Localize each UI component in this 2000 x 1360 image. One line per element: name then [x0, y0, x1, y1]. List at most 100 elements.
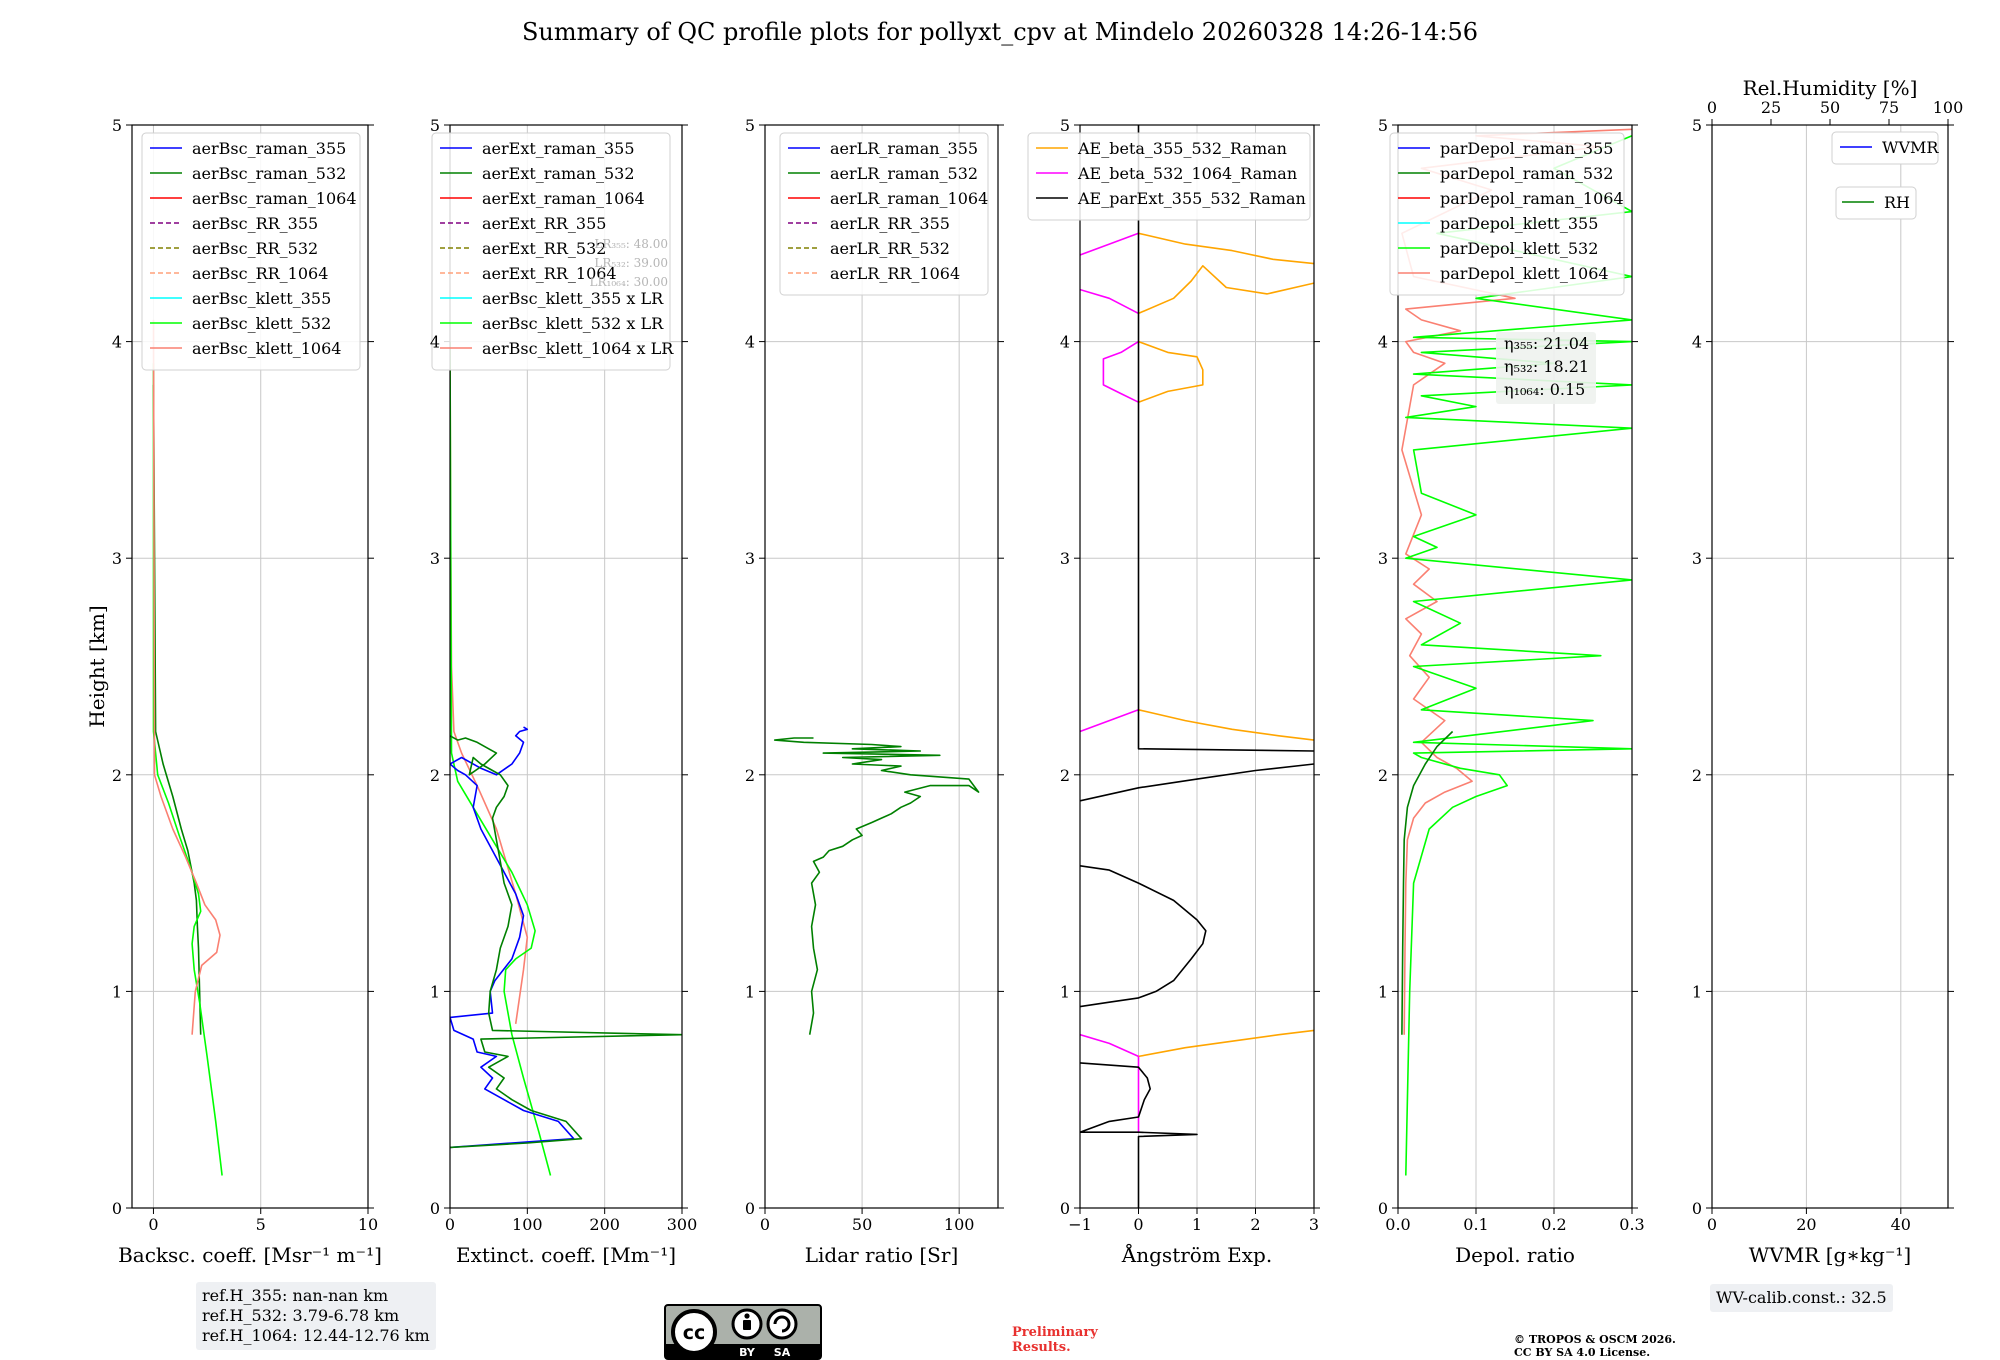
series-group	[450, 341, 682, 1176]
legend-box	[1389, 132, 1625, 296]
series-line	[1138, 340, 1204, 403]
figure-title: Summary of QC profile plots for pollyxt_…	[521, 18, 1479, 46]
series-line	[450, 341, 552, 1176]
x-tick-label: 3	[1309, 1215, 1319, 1234]
top-axis-label: Rel.Humidity [%]	[1743, 76, 1918, 100]
y-tick-label: 3	[112, 549, 122, 568]
x-axis-label: WVMR [g∗kg⁻¹]	[1749, 1243, 1911, 1267]
preliminary-line-2: Results.	[1012, 1340, 1071, 1355]
legend-entry: aerLR_RR_532	[830, 239, 950, 258]
y-tick-label: 3	[745, 549, 755, 568]
legend-entry: AE_parExt_355_532_Raman	[1077, 189, 1306, 208]
legend-box	[779, 132, 989, 296]
series-group	[152, 319, 223, 1176]
axes-frame	[764, 124, 999, 1209]
legend-entry: aerBsc_raman_532	[192, 164, 346, 183]
y-tick-label: 1	[1060, 982, 1070, 1001]
legend-entry: WVMR	[1882, 138, 1939, 157]
y-tick-label: 1	[745, 982, 755, 1001]
legend-entry: aerBsc_RR_1064	[192, 264, 328, 283]
axes-frame	[1397, 124, 1633, 1209]
x-tick-label: 200	[589, 1215, 620, 1234]
panel-backscatter	[126, 124, 374, 1214]
legend-entry: aerLR_RR_355	[830, 214, 950, 233]
panel-water_vapor	[1706, 119, 1954, 1214]
y-tick-label: 5	[1378, 116, 1388, 135]
share-alike-arrow	[773, 1315, 791, 1333]
legend-entry: aerExt_RR_1064	[482, 264, 617, 283]
top-x-tick-label: 100	[1933, 98, 1964, 117]
legend-entry: aerBsc_klett_532 x LR	[482, 314, 664, 333]
axes-frame	[449, 124, 683, 1209]
x-tick-label: 0.2	[1541, 1215, 1566, 1234]
series-line	[1080, 709, 1139, 733]
series-line	[1401, 730, 1454, 1035]
series-line	[152, 319, 221, 1035]
wv-calibration-box: WV-calib.const.: 32.5	[1710, 1284, 1893, 1312]
panel-depolarization	[1389, 124, 1638, 1214]
series-line	[450, 341, 529, 1025]
y-tick-label: 4	[1378, 333, 1388, 352]
ref-height-355: ref.H_355: nan-nan km	[202, 1286, 389, 1305]
y-tick-label: 1	[1692, 982, 1702, 1001]
wv-calibration-constant: WV-calib.const.: 32.5	[1716, 1288, 1887, 1307]
y-tick-label: 0	[1692, 1199, 1702, 1218]
x-tick-label: 100	[512, 1215, 543, 1234]
series-line	[1102, 340, 1139, 403]
axes-frame	[1711, 124, 1949, 1209]
y-tick-label: 5	[430, 116, 440, 135]
x-tick-label: 300	[667, 1215, 698, 1234]
legend-entry: parDepol_klett_532	[1440, 239, 1598, 258]
eta-annotation-box	[1496, 332, 1596, 404]
legend-entry: aerLR_raman_532	[830, 164, 978, 183]
legend-entry: aerBsc_klett_532	[192, 314, 331, 333]
lidar-ratio-annotation: LR₅₃₂: 39.00	[594, 256, 668, 270]
top-x-tick-label: 25	[1761, 98, 1781, 117]
attribution-head	[744, 1313, 750, 1319]
series-group	[1080, 125, 1314, 1208]
series-line	[1138, 264, 1314, 315]
ref-height-1064: ref.H_1064: 12.44-12.76 km	[202, 1326, 430, 1345]
y-tick-label: 2	[745, 766, 755, 785]
legend-entry: AE_beta_532_1064_Raman	[1077, 164, 1297, 183]
series-line	[1080, 865, 1207, 1008]
y-tick-label: 4	[430, 333, 440, 352]
y-tick-label: 3	[1060, 549, 1070, 568]
series-line	[450, 735, 682, 1149]
legend-entry: RH	[1884, 193, 1910, 212]
series-line	[152, 363, 223, 1176]
legend-entry: aerBsc_klett_1064 x LR	[482, 339, 674, 358]
x-axis-label: Backsc. coeff. [Msr⁻¹ m⁻¹]	[118, 1243, 382, 1267]
legend-entry: aerExt_RR_532	[482, 239, 606, 258]
legend-entry: aerExt_raman_532	[482, 164, 635, 183]
x-tick-label: 0	[1133, 1215, 1143, 1234]
x-axis-label: Depol. ratio	[1455, 1243, 1575, 1267]
x-tick-label: 0.1	[1463, 1215, 1488, 1234]
lidar-ratio-annotation: LR₃₅₅: 48.00	[594, 237, 668, 251]
x-tick-label: 1	[1192, 1215, 1202, 1234]
y-tick-label: 2	[112, 766, 122, 785]
series-line	[1138, 1029, 1314, 1058]
x-tick-label: 20	[1796, 1215, 1816, 1234]
y-tick-label: 3	[1378, 549, 1388, 568]
cc-icon-label: cc	[683, 1322, 706, 1344]
y-tick-label: 2	[1060, 766, 1070, 785]
x-tick-label: 100	[944, 1215, 975, 1234]
legend-entry: aerBsc_raman_1064	[192, 189, 357, 208]
y-tick-label: 3	[430, 549, 440, 568]
legend-entry: aerBsc_RR_532	[192, 239, 318, 258]
lidar-ratio-annotation: LR₁₀₆₄: 30.00	[590, 275, 668, 289]
legend-entry: parDepol_raman_355	[1440, 139, 1613, 158]
legend-entry: parDepol_klett_355	[1440, 214, 1598, 233]
y-tick-label: 0	[112, 1199, 122, 1218]
legend-entry: parDepol_raman_532	[1440, 164, 1613, 183]
series-line	[1080, 288, 1139, 315]
legend-entry: aerLR_RR_1064	[830, 264, 960, 283]
y-tick-label: 5	[112, 116, 122, 135]
series-line	[1138, 232, 1314, 265]
y-tick-label: 1	[1378, 982, 1388, 1001]
y-tick-label: 2	[430, 766, 440, 785]
legend-entry: aerBsc_RR_355	[192, 214, 318, 233]
eta-annotation: η₁₀₆₄: 0.15	[1504, 380, 1585, 399]
